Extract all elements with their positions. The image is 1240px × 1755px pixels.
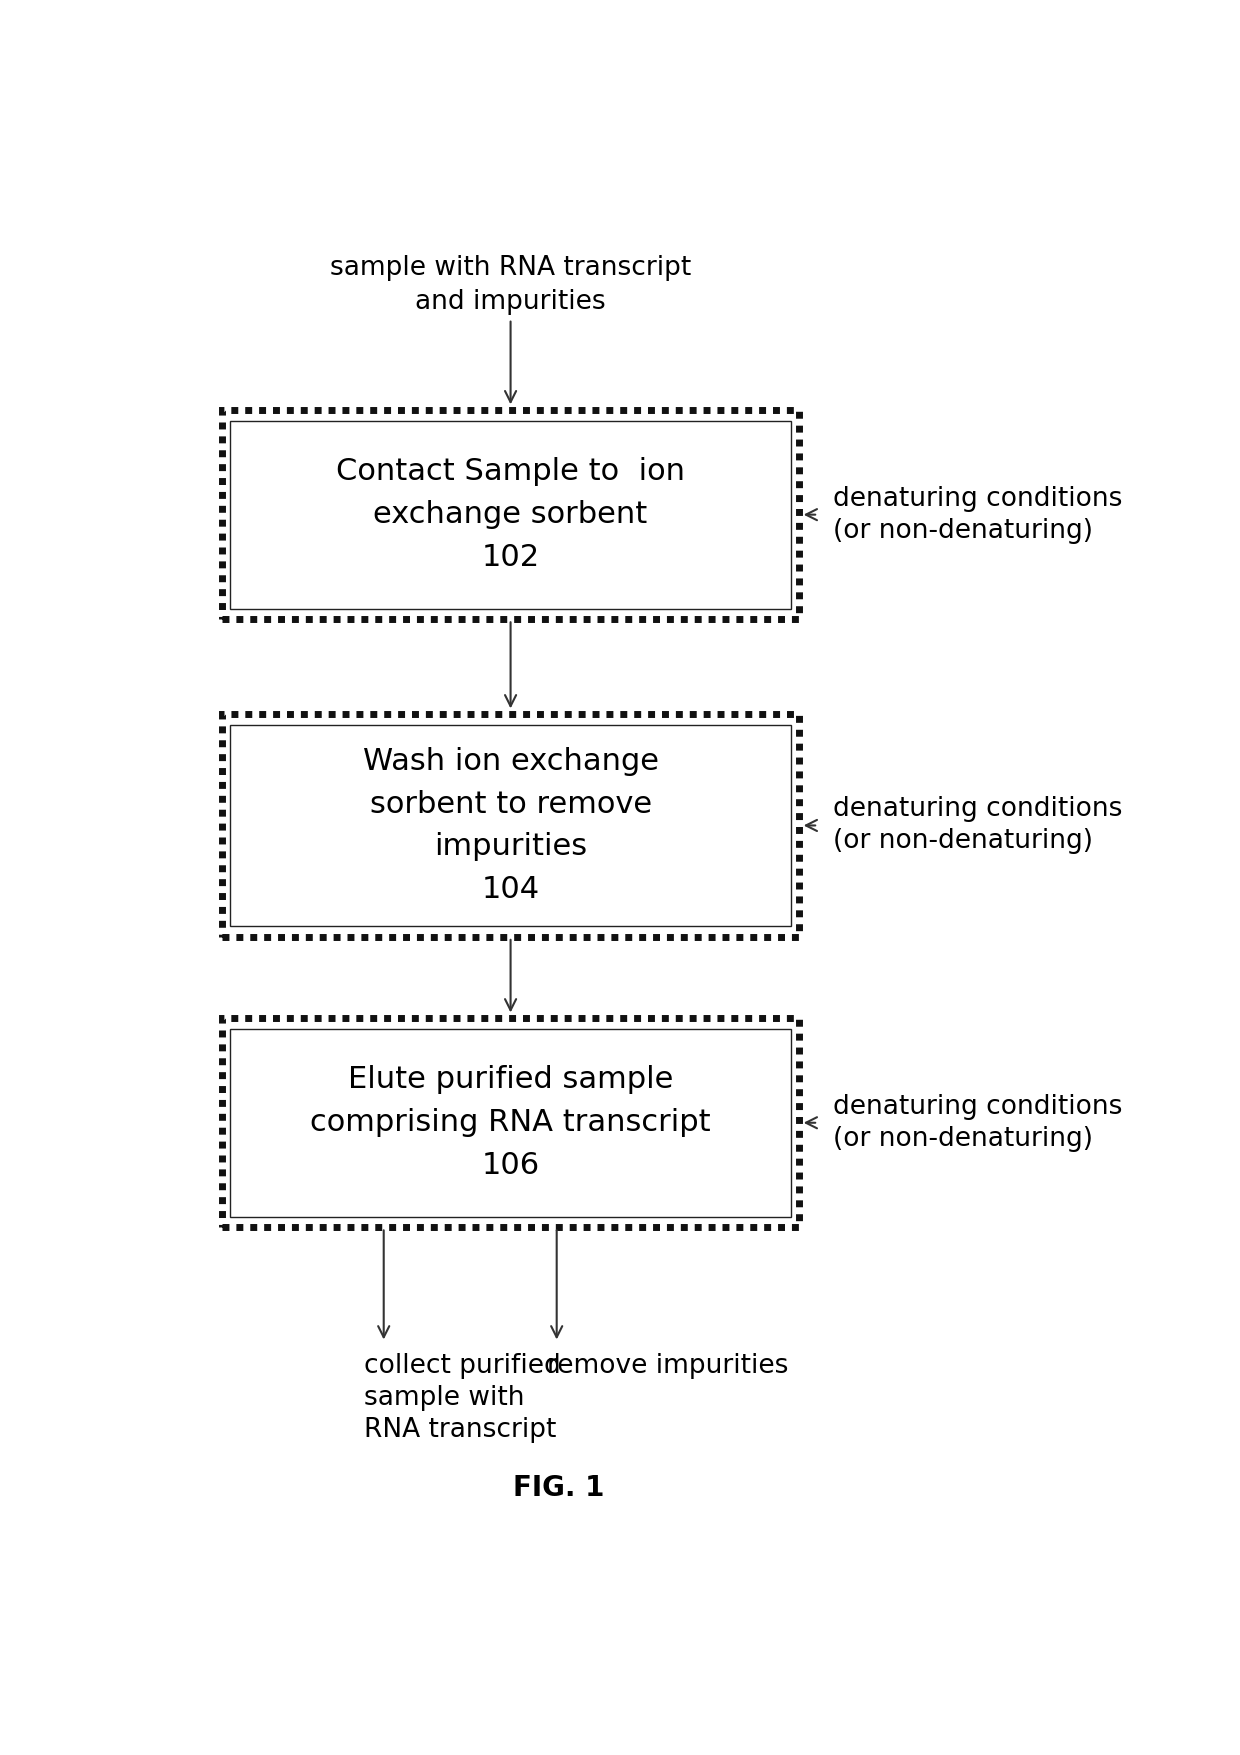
Text: FIG. 1: FIG. 1 [513,1474,604,1502]
Text: Wash ion exchange
sorbent to remove
impurities
104: Wash ion exchange sorbent to remove impu… [362,748,658,904]
Bar [229,725,791,927]
Text: denaturing conditions
(or non-denaturing): denaturing conditions (or non-denaturing… [832,1093,1122,1151]
Text: remove impurities: remove impurities [547,1353,789,1379]
Text: Contact Sample to  ion
exchange sorbent
102: Contact Sample to ion exchange sorbent 1… [336,458,684,572]
Bar [229,1028,791,1216]
Bar [222,1018,799,1227]
Text: sample with RNA transcript
and impurities: sample with RNA transcript and impuritie… [330,254,691,314]
Bar [222,411,799,620]
Text: denaturing conditions
(or non-denaturing): denaturing conditions (or non-denaturing… [832,486,1122,544]
Text: Elute purified sample
comprising RNA transcript
106: Elute purified sample comprising RNA tra… [310,1065,711,1179]
Bar [229,421,791,609]
Bar [222,714,799,937]
Text: collect purified
sample with
RNA transcript: collect purified sample with RNA transcr… [365,1353,562,1443]
Text: denaturing conditions
(or non-denaturing): denaturing conditions (or non-denaturing… [832,797,1122,855]
